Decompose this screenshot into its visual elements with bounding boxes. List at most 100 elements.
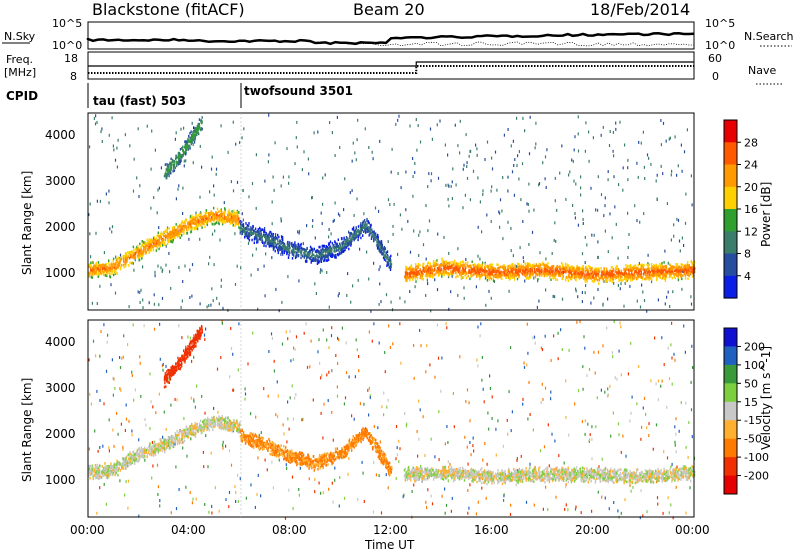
noise-panel: N.Sky 10^5 10^0 10^5 10^0 N.Search — [2, 17, 794, 52]
data-point — [192, 129, 195, 133]
data-point — [311, 259, 313, 263]
data-point — [360, 229, 363, 232]
data-point — [683, 244, 685, 247]
data-point — [464, 273, 466, 276]
data-point — [524, 129, 526, 133]
data-point — [220, 209, 222, 212]
data-point — [615, 276, 618, 279]
data-point — [479, 276, 481, 279]
data-point — [636, 276, 638, 279]
data-point — [112, 273, 115, 277]
data-point — [444, 271, 446, 275]
data-point — [626, 277, 628, 281]
data-point — [117, 256, 120, 260]
data-point — [567, 275, 570, 279]
data-point — [591, 279, 594, 283]
data-point — [218, 220, 221, 223]
data-point — [571, 265, 573, 268]
data-point — [564, 265, 567, 268]
data-point — [587, 275, 589, 279]
data-point — [584, 291, 586, 295]
data-point — [655, 265, 658, 269]
data-point — [364, 221, 366, 224]
data-point — [156, 211, 158, 215]
data-point — [660, 119, 662, 122]
data-point — [578, 274, 580, 278]
data-point — [152, 242, 155, 246]
data-point — [464, 264, 466, 267]
data-point — [645, 277, 647, 281]
data-point — [182, 145, 184, 149]
data-point — [215, 167, 218, 171]
data-point — [183, 164, 185, 168]
data-point — [198, 224, 200, 227]
data-point — [665, 272, 667, 276]
data-point — [553, 273, 556, 277]
data-point — [490, 220, 492, 223]
data-point — [451, 271, 453, 275]
data-point — [534, 267, 536, 271]
data-point — [137, 244, 139, 248]
data-point — [104, 274, 107, 277]
data-point — [350, 300, 352, 304]
data-point — [300, 256, 302, 260]
data-point — [268, 243, 270, 247]
colorbar-segment — [724, 253, 737, 277]
data-point — [310, 248, 313, 251]
power-ytick-2000: 2000 — [45, 220, 76, 234]
data-point — [422, 243, 425, 247]
data-point — [366, 217, 368, 221]
data-point — [353, 230, 355, 234]
data-point — [486, 276, 488, 279]
data-point — [510, 249, 512, 253]
data-point — [448, 184, 450, 188]
data-point — [597, 255, 599, 259]
data-point — [437, 176, 440, 180]
data-point — [506, 269, 508, 272]
data-point — [198, 118, 201, 121]
data-point — [617, 283, 619, 287]
data-point — [677, 269, 679, 273]
data-point — [236, 211, 238, 214]
data-point — [365, 228, 367, 232]
data-point — [680, 268, 682, 272]
data-point — [218, 216, 220, 220]
data-point — [251, 227, 254, 231]
data-point — [438, 265, 440, 269]
data-point — [369, 227, 371, 231]
data-point — [340, 250, 343, 254]
data-point — [335, 247, 337, 250]
data-point — [539, 269, 541, 273]
data-point — [288, 244, 290, 247]
data-point — [345, 239, 347, 243]
data-point — [665, 264, 668, 268]
data-point — [114, 263, 117, 267]
data-point — [577, 132, 579, 136]
data-point — [458, 262, 460, 266]
data-point — [419, 268, 421, 271]
data-point — [180, 127, 182, 131]
data-point — [502, 237, 504, 241]
data-point — [634, 266, 636, 270]
data-point — [322, 176, 324, 180]
data-point — [131, 250, 133, 253]
data-point — [431, 271, 433, 274]
data-point — [690, 302, 693, 306]
data-point — [164, 172, 166, 176]
data-point — [580, 186, 582, 190]
data-point — [615, 121, 617, 125]
data-point — [521, 162, 524, 166]
data-point — [517, 272, 519, 276]
data-point — [436, 288, 439, 292]
data-point — [236, 180, 239, 184]
data-point — [250, 226, 252, 229]
data-point — [595, 208, 597, 212]
data-point — [319, 257, 322, 260]
data-point — [202, 215, 205, 218]
data-point — [152, 239, 154, 243]
data-point — [439, 265, 441, 269]
data-point — [636, 219, 638, 223]
data-point — [142, 250, 145, 253]
data-point — [264, 179, 266, 183]
data-point — [352, 228, 355, 231]
